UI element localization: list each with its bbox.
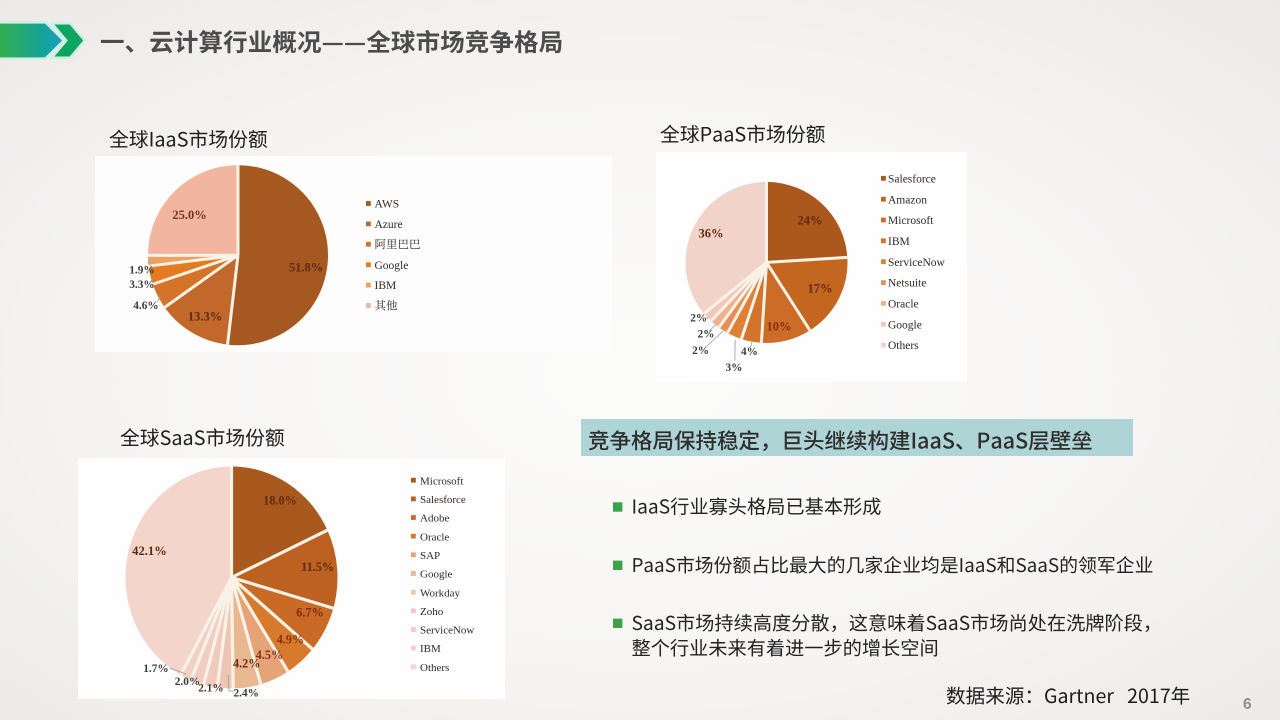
svg-text:1.9%: 1.9% bbox=[129, 264, 154, 276]
svg-text:ServiceNow: ServiceNow bbox=[420, 625, 474, 637]
svg-text:11.5%: 11.5% bbox=[301, 560, 334, 574]
svg-text:AWS: AWS bbox=[375, 199, 400, 211]
svg-text:Google: Google bbox=[420, 569, 453, 581]
svg-text:IBM: IBM bbox=[420, 643, 441, 655]
svg-text:Salesforce: Salesforce bbox=[888, 173, 936, 185]
svg-text:2%: 2% bbox=[692, 345, 709, 357]
svg-text:Others: Others bbox=[888, 340, 919, 352]
svg-text:6: 6 bbox=[1243, 696, 1252, 713]
svg-text:IBM: IBM bbox=[375, 280, 397, 292]
svg-text:24%: 24% bbox=[798, 214, 823, 228]
svg-text:Oracle: Oracle bbox=[888, 299, 919, 311]
svg-text:51.8%: 51.8% bbox=[289, 260, 323, 274]
svg-text:2.4%: 2.4% bbox=[233, 687, 258, 699]
svg-text:Netsuite: Netsuite bbox=[888, 278, 926, 290]
svg-text:Others: Others bbox=[420, 662, 449, 674]
svg-text:6.7%: 6.7% bbox=[296, 606, 323, 620]
svg-text:4.6%: 4.6% bbox=[133, 300, 158, 312]
svg-text:2%: 2% bbox=[690, 313, 707, 325]
svg-text:Microsoft: Microsoft bbox=[888, 215, 934, 227]
svg-text:Adobe: Adobe bbox=[420, 513, 449, 525]
svg-text:2.0%: 2.0% bbox=[175, 676, 200, 688]
svg-text:Amazon: Amazon bbox=[888, 194, 927, 206]
svg-text:10%: 10% bbox=[767, 320, 792, 334]
svg-text:Salesforce: Salesforce bbox=[420, 494, 466, 506]
svg-text:3%: 3% bbox=[726, 362, 743, 374]
svg-text:4.9%: 4.9% bbox=[277, 633, 304, 647]
svg-text:13.3%: 13.3% bbox=[188, 310, 222, 324]
svg-text:Microsoft: Microsoft bbox=[420, 475, 463, 487]
svg-text:Azure: Azure bbox=[375, 219, 403, 231]
svg-text:4.5%: 4.5% bbox=[256, 648, 283, 662]
svg-text:Google: Google bbox=[375, 260, 409, 272]
svg-text:25.0%: 25.0% bbox=[172, 208, 206, 222]
svg-text:17%: 17% bbox=[808, 282, 833, 296]
svg-text:SAP: SAP bbox=[420, 550, 440, 562]
svg-text:18.0%: 18.0% bbox=[263, 494, 297, 508]
svg-text:ServiceNow: ServiceNow bbox=[888, 257, 946, 269]
svg-text:1.7%: 1.7% bbox=[143, 663, 168, 675]
svg-text:Zoho: Zoho bbox=[420, 606, 444, 618]
svg-text:2%: 2% bbox=[698, 328, 715, 340]
svg-text:Google: Google bbox=[888, 319, 922, 331]
svg-text:2.1%: 2.1% bbox=[198, 682, 223, 694]
svg-text:42.1%: 42.1% bbox=[132, 544, 167, 558]
svg-text:IBM: IBM bbox=[888, 236, 910, 248]
svg-text:3.3%: 3.3% bbox=[129, 279, 154, 291]
svg-text:Oracle: Oracle bbox=[420, 531, 449, 543]
svg-text:4%: 4% bbox=[741, 346, 758, 358]
svg-text:Workday: Workday bbox=[420, 587, 461, 599]
svg-text:36%: 36% bbox=[699, 227, 724, 241]
svg-text:4.2%: 4.2% bbox=[233, 656, 260, 670]
